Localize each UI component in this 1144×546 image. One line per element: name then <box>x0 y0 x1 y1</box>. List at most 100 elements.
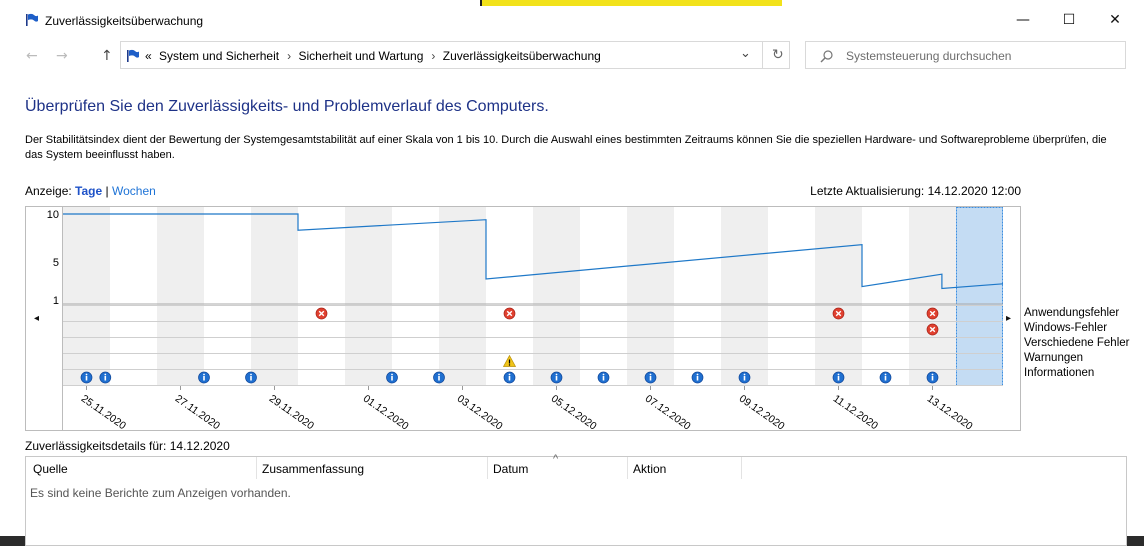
scroll-left-icon[interactable]: ◂ <box>34 313 39 324</box>
x-tick-label: 03.12.2020 <box>455 393 505 430</box>
day-column[interactable] <box>768 207 815 386</box>
sort-indicator-icon: ^ <box>553 453 559 465</box>
overflow-chevron-icon[interactable]: « <box>145 49 152 63</box>
column-divider[interactable] <box>741 457 742 479</box>
error-icon-mark <box>929 310 936 317</box>
x-tick-label: 27.11.2020 <box>173 393 222 430</box>
day-column[interactable] <box>298 207 345 386</box>
error-icon-mark <box>835 310 842 317</box>
maximize-button[interactable]: ☐ <box>1062 12 1076 28</box>
legend-windows-errors: Windows-Fehler <box>1024 322 1108 334</box>
info-icon-mark <box>649 376 652 381</box>
info-icon-dot <box>837 373 840 376</box>
info-icon-dot <box>696 373 699 376</box>
day-column[interactable] <box>204 207 251 386</box>
scroll-right-icon[interactable]: ▸ <box>1006 313 1011 324</box>
column-source[interactable]: Quelle <box>33 462 68 476</box>
report-list[interactable]: Quelle Zusammenfassung Datum ^ Aktion Es… <box>25 453 1127 546</box>
view-days-link[interactable]: Tage <box>75 184 103 198</box>
info-icon-mark <box>743 376 746 381</box>
x-tick-label: 07.12.2020 <box>643 393 693 430</box>
day-column[interactable] <box>345 207 392 386</box>
view-label: Anzeige: <box>25 184 72 198</box>
day-column[interactable] <box>862 207 909 386</box>
info-icon-dot <box>743 373 746 376</box>
legend-information: Informationen <box>1024 367 1095 379</box>
last-update: Letzte Aktualisierung: 14.12.2020 12:00 <box>810 184 1021 198</box>
day-column[interactable] <box>721 207 768 386</box>
info-icon-mark <box>555 376 558 381</box>
search-box[interactable]: Systemsteuerung durchsuchen <box>805 41 1126 69</box>
flag-icon <box>26 13 38 26</box>
day-column[interactable] <box>627 207 674 386</box>
info-icon-mark <box>931 376 934 381</box>
breadcrumb-separator-icon[interactable]: › <box>287 49 292 63</box>
x-tick-label: 11.12.2020 <box>831 393 880 430</box>
day-column[interactable] <box>157 207 204 386</box>
breadcrumb-reliability[interactable]: Zuverlässigkeitsüberwachung <box>442 49 601 63</box>
info-icon-dot <box>203 373 205 376</box>
flag-icon <box>127 49 139 62</box>
x-tick-label: 05.12.2020 <box>549 393 599 430</box>
day-column[interactable] <box>909 207 956 386</box>
column-date[interactable]: Datum <box>493 462 529 476</box>
column-summary[interactable]: Zusammenfassung <box>262 462 365 476</box>
day-column[interactable] <box>580 207 627 386</box>
day-column[interactable] <box>63 207 110 386</box>
search-input[interactable]: Systemsteuerung durchsuchen <box>846 49 1012 63</box>
info-icon-dot <box>250 373 252 376</box>
breadcrumb-security[interactable]: Sicherheit und Wartung <box>298 49 424 63</box>
back-button[interactable]: ← <box>26 48 38 64</box>
up-button[interactable]: ↑ <box>101 48 113 64</box>
error-icon-mark <box>929 326 936 333</box>
info-icon-mark <box>837 376 840 381</box>
address-bar[interactable]: « System und Sicherheit › Sicherheit und … <box>120 41 790 69</box>
chart-legend: Anwendungsfehler Windows-Fehler Verschie… <box>1024 306 1129 381</box>
column-action[interactable]: Aktion <box>633 462 667 476</box>
day-column[interactable] <box>674 207 721 386</box>
y-tick-label: 10 <box>47 209 59 221</box>
address-dropdown-icon[interactable]: ⌄ <box>740 46 751 61</box>
day-column[interactable] <box>110 207 157 386</box>
column-divider[interactable] <box>627 457 628 479</box>
error-icon-mark <box>318 310 325 317</box>
legend-warnings: Warnungen <box>1024 352 1084 364</box>
refresh-icon[interactable]: ↻ <box>772 47 784 63</box>
day-column[interactable] <box>392 207 439 386</box>
close-button[interactable]: ✕ <box>1109 12 1121 28</box>
info-icon-dot <box>508 373 511 376</box>
title-bar: Zuverlässigkeitsüberwachung — ☐ ✕ <box>0 6 1144 36</box>
reliability-chart[interactable]: 10 5 1 25.11.2020 27.11.2020 29.11.2020 01.12.… <box>25 206 1021 431</box>
x-tick-label: 25.11.2020 <box>79 393 128 430</box>
info-icon-mark <box>391 376 393 381</box>
breadcrumb-separator-icon[interactable]: › <box>431 49 436 63</box>
view-separator: | <box>105 184 109 198</box>
y-tick-label: 5 <box>53 257 59 269</box>
breadcrumb-system[interactable]: System und Sicherheit <box>159 49 280 63</box>
page-description: Der Stabilitätsindex dient der Bewertung… <box>25 134 1107 161</box>
day-column[interactable] <box>533 207 580 386</box>
error-icon-mark <box>506 310 513 317</box>
info-icon-mark <box>104 376 107 381</box>
day-column[interactable] <box>251 207 298 386</box>
info-icon-mark <box>85 376 88 381</box>
info-icon-dot <box>438 373 440 376</box>
day-column[interactable] <box>956 207 1003 386</box>
forward-button[interactable]: → <box>56 48 68 64</box>
info-icon-dot <box>931 373 934 376</box>
info-icon-dot <box>555 373 558 376</box>
info-icon-mark <box>250 376 252 381</box>
stability-index-line <box>63 213 1004 290</box>
column-divider[interactable] <box>256 457 257 479</box>
legend-application-errors: Anwendungsfehler <box>1024 307 1120 319</box>
day-column[interactable] <box>815 207 862 386</box>
view-weeks-link[interactable]: Wochen <box>111 184 156 198</box>
day-column[interactable] <box>439 207 486 386</box>
reliability-chart-svg[interactable]: 10 5 1 25.11.2020 27.11.2020 29.11.2020 01.12.… <box>26 207 1020 430</box>
view-selector: Anzeige: Tage | Wochen <box>25 184 156 198</box>
minimize-button[interactable]: — <box>1016 12 1030 28</box>
legend-misc-errors: Verschiedene Fehler <box>1024 337 1130 349</box>
search-icon <box>820 50 833 63</box>
column-divider[interactable] <box>487 457 488 479</box>
